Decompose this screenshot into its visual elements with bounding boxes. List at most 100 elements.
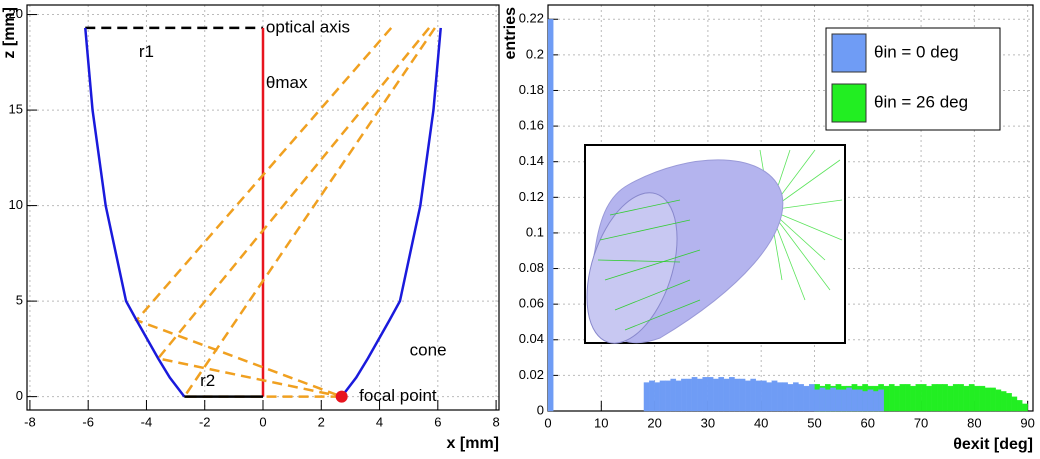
x-tick-label: -4 <box>141 414 153 429</box>
histogram-bar <box>963 385 970 412</box>
histogram-bar <box>734 378 741 412</box>
legend-swatch <box>831 33 867 73</box>
histogram-bar <box>643 382 650 412</box>
y-tick-label: 0 <box>16 388 23 403</box>
histogram-bar <box>755 380 762 412</box>
histogram-bar <box>867 389 874 412</box>
y-tick-label: 10 <box>9 197 23 212</box>
histogram-bar <box>904 384 911 412</box>
y-tick-label: 0.02 <box>519 367 544 382</box>
y-tick-label: 0.08 <box>519 260 544 275</box>
histogram-bar <box>835 389 842 412</box>
histogram-bar <box>681 378 687 412</box>
histogram-bar <box>931 384 938 412</box>
histogram-bar <box>787 384 794 412</box>
series-line <box>84 27 442 398</box>
annotation: r1 <box>139 42 154 61</box>
point <box>335 390 348 403</box>
y-tick-label: 0.12 <box>519 189 544 204</box>
histogram-bar <box>824 389 831 412</box>
histogram-bar <box>777 382 783 412</box>
annotation: focal point <box>359 386 437 405</box>
y-axis-title: entries <box>502 7 519 60</box>
histogram-bar <box>798 384 804 412</box>
histogram-bar <box>691 377 698 412</box>
histogram-bar <box>819 387 826 412</box>
histogram-bar <box>926 385 932 412</box>
histogram-bar <box>872 391 879 412</box>
x-tick-label: 2 <box>318 414 325 429</box>
histogram-bar <box>803 385 810 412</box>
histogram-bar <box>547 19 554 412</box>
histogram-bar <box>782 382 788 412</box>
histogram-bar <box>851 389 858 412</box>
histogram-bar <box>814 389 820 412</box>
histogram-bar <box>856 389 863 412</box>
histogram-bar <box>670 378 677 412</box>
y-tick-label: 0.14 <box>519 153 544 168</box>
histogram-bar <box>910 385 916 412</box>
x-tick-label: 8 <box>492 414 499 429</box>
legend-label: θin = 0 deg <box>874 42 959 61</box>
histogram-bar <box>888 384 895 412</box>
histogram-bar <box>952 384 959 412</box>
inset-render <box>584 144 846 344</box>
histogram-bar <box>750 378 757 412</box>
histogram-bar <box>739 378 746 412</box>
y-tick-label: 0.1 <box>526 224 544 239</box>
histogram-bar <box>984 387 991 412</box>
histogram-bar <box>862 391 868 412</box>
annotation: optical axis <box>266 17 350 36</box>
histogram-bar <box>697 378 703 412</box>
histogram-bar <box>958 384 964 412</box>
y-tick-label: 20 <box>9 6 23 21</box>
histogram-bar <box>665 380 671 412</box>
histogram-bar <box>846 387 852 412</box>
histogram-bar <box>899 384 906 412</box>
y-axis-title: z [mm] <box>1 7 18 59</box>
histogram-bar <box>979 385 986 412</box>
histogram-bar <box>686 378 693 412</box>
histogram-bar <box>1016 400 1023 412</box>
histogram-bar <box>718 377 725 412</box>
y-tick-label: 0.06 <box>519 296 544 311</box>
x-axis-title: θexit [deg] <box>953 436 1033 453</box>
plot-frame <box>26 4 500 411</box>
histogram-bar <box>942 384 948 412</box>
inset-aperture <box>586 192 678 344</box>
histogram-bar <box>1000 391 1007 412</box>
x-tick-label: 0 <box>259 414 266 429</box>
y-tick-label: 0.22 <box>519 11 544 26</box>
histogram-bar <box>830 387 836 412</box>
histogram-bar <box>936 384 943 412</box>
histogram-bar <box>920 384 927 412</box>
histogram-bar <box>675 380 682 412</box>
x-tick-label: 4 <box>376 414 383 429</box>
histogram-bar <box>878 389 884 412</box>
x-tick-label: 20 <box>647 415 661 430</box>
histogram-bar <box>974 385 980 412</box>
histogram-bar <box>761 380 767 412</box>
histogram-bar <box>1006 393 1012 412</box>
y-tick-label: 0.16 <box>519 118 544 133</box>
x-tick-label: 10 <box>594 415 608 430</box>
x-tick-label: 6 <box>434 414 441 429</box>
histogram-bar <box>968 384 975 412</box>
x-tick-label: 60 <box>861 415 875 430</box>
histogram-bar <box>793 382 799 412</box>
histogram-bar <box>771 380 778 412</box>
annotation: cone <box>410 340 447 359</box>
histogram-bar <box>659 380 666 412</box>
histogram-bar <box>947 385 954 412</box>
x-tick-label: 80 <box>967 415 981 430</box>
histogram-bar <box>990 387 996 412</box>
histogram-bar <box>654 382 661 412</box>
histogram-bar <box>729 377 735 412</box>
histogram-bar <box>995 389 1002 412</box>
histogram-bar <box>840 389 847 412</box>
legend-label: θin = 26 deg <box>874 92 968 111</box>
x-axis-title: x [mm] <box>447 435 499 452</box>
histogram-bar <box>649 380 655 412</box>
y-tick-label: 0.04 <box>519 331 544 346</box>
